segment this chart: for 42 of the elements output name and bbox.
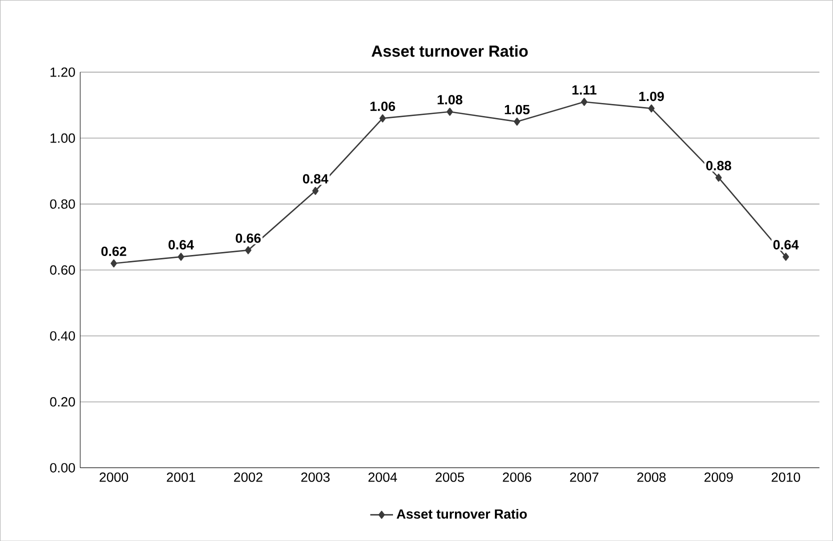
x-tick-label: 2008: [637, 472, 666, 482]
data-label: 1.06: [370, 101, 396, 111]
data-label: 1.08: [438, 94, 462, 104]
data-label: 1.11: [572, 85, 596, 94]
x-tick-label: 2007: [570, 472, 598, 482]
point: [245, 246, 252, 254]
x-tick-label: 2009: [704, 472, 733, 482]
data-label: 0.64: [773, 240, 799, 250]
y-tick-label: 0.40: [50, 331, 75, 340]
point: [110, 259, 117, 268]
x-tick-label: 2000: [100, 472, 128, 482]
x-tick-label: 2010: [772, 472, 800, 482]
x-tick-label: 2004: [368, 472, 398, 482]
data-label: 0.88: [706, 160, 732, 170]
point: [379, 114, 386, 122]
data-label: 1.05: [504, 104, 530, 114]
data-label: 0.62: [101, 246, 126, 256]
point: [446, 108, 453, 116]
x-tick-label: 2005: [436, 472, 464, 482]
data-label: 0.66: [236, 233, 261, 243]
data-label: 0.84: [302, 174, 328, 184]
y-tick-label: 1.00: [50, 133, 75, 143]
y-tick-label: 0.80: [50, 199, 75, 209]
data-label: 0.64: [168, 240, 194, 250]
point: [178, 252, 184, 261]
point: [581, 98, 588, 106]
x-tick-label: 2001: [166, 472, 196, 482]
point: [648, 104, 655, 112]
x-tick-label: 2002: [234, 472, 262, 482]
x-tick-label: 2006: [502, 472, 532, 482]
point: [312, 186, 319, 195]
point: [715, 174, 722, 182]
point: [514, 117, 520, 126]
x-tick-label: 2003: [301, 472, 330, 482]
y-tick-label: 0.60: [50, 265, 75, 275]
point: [782, 252, 789, 261]
y-tick-label: 0.00: [50, 462, 75, 472]
data-label: 1.09: [639, 92, 664, 101]
legend-label: Asset turnover Ratio: [396, 508, 527, 519]
y-tick-label: 0.20: [50, 396, 75, 406]
y-tick-label: 1.20: [50, 67, 75, 77]
chart-title: Asset turnover Ratio: [372, 44, 528, 57]
